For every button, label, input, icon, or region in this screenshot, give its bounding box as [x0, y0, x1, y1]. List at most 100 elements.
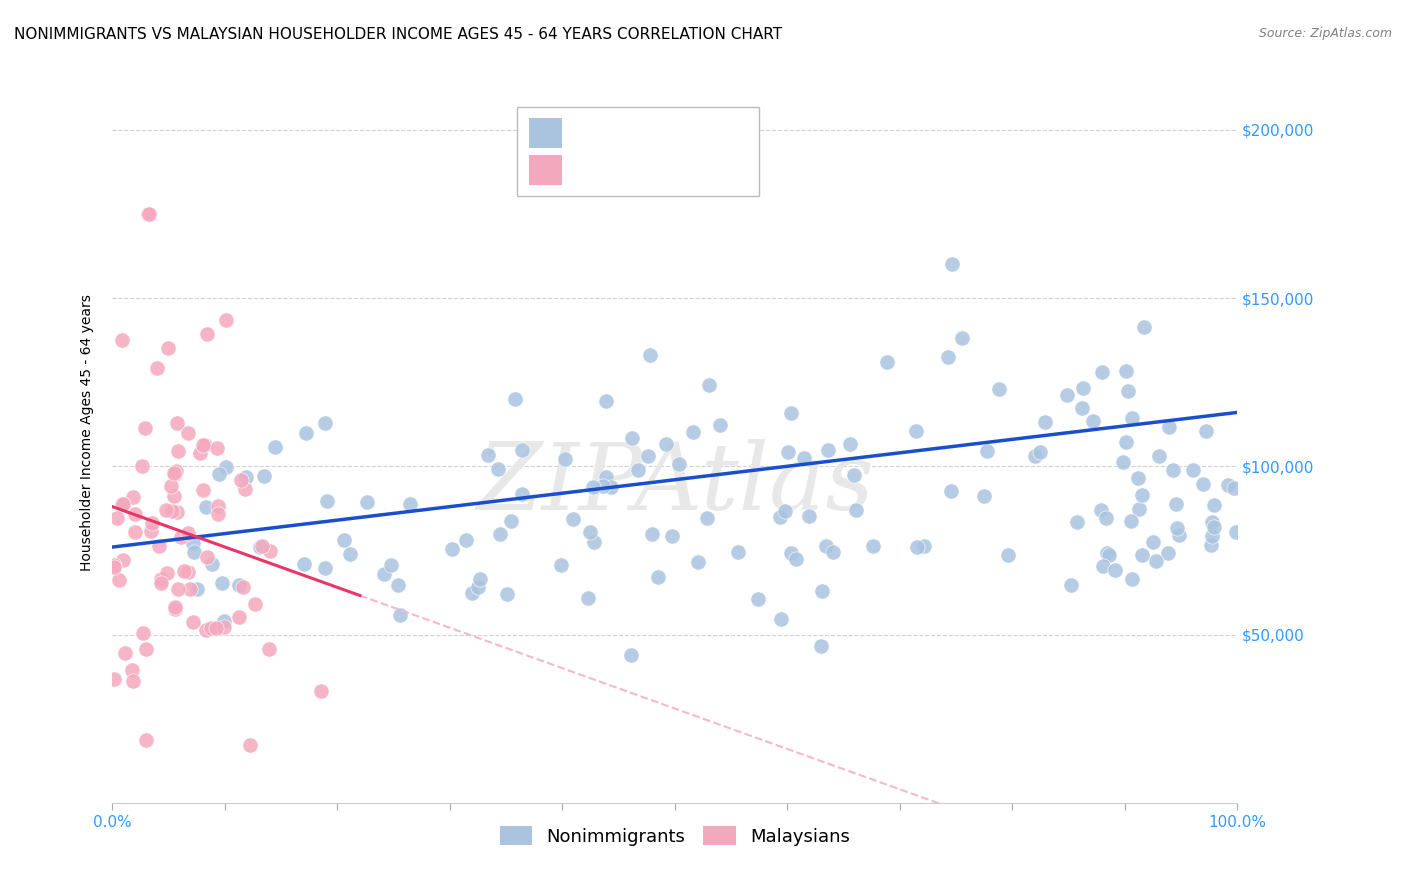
Point [988, 382, 1011, 396]
Text: R =: R = [574, 161, 613, 178]
Point [173, 564, 195, 578]
Point [135, 642, 157, 657]
Point [229, 473, 252, 487]
Point [477, 448, 499, 462]
Point [499, 515, 522, 529]
Point [150, 575, 173, 590]
Point [817, 443, 839, 458]
Point [165, 464, 187, 478]
Point [950, 330, 973, 344]
Point [769, 611, 792, 625]
Point [785, 552, 807, 566]
Point [193, 438, 215, 452]
Point [939, 483, 962, 498]
Point [1116, 384, 1139, 398]
Text: 0.453: 0.453 [616, 122, 673, 140]
Legend: Nonimmigrants, Malaysians: Nonimmigrants, Malaysians [492, 819, 858, 853]
Point [468, 572, 491, 586]
Point [1024, 449, 1046, 463]
Point [356, 495, 378, 509]
Point [1028, 445, 1050, 459]
Point [1132, 488, 1154, 502]
Point [600, 480, 623, 494]
Point [773, 504, 796, 518]
Point [1066, 516, 1088, 530]
Point [1097, 549, 1119, 563]
Point [486, 461, 509, 475]
Point [467, 580, 489, 594]
Point [1222, 481, 1244, 495]
Point [135, 733, 157, 747]
Point [682, 425, 704, 439]
Point [1092, 559, 1115, 574]
Point [1119, 514, 1142, 528]
Point [121, 491, 143, 505]
Point [141, 516, 163, 530]
Point [179, 582, 201, 596]
Point [862, 540, 884, 554]
Point [576, 591, 599, 605]
Point [111, 497, 134, 511]
Point [387, 577, 409, 591]
Point [1166, 497, 1188, 511]
Point [1112, 455, 1135, 469]
Point [595, 470, 617, 484]
Point [232, 581, 254, 595]
Point [1115, 364, 1137, 378]
Point [1059, 577, 1081, 591]
Text: 146: 146 [720, 122, 758, 140]
Point [166, 505, 188, 519]
Point [661, 529, 683, 543]
Point [627, 463, 650, 477]
Point [1056, 387, 1078, 401]
Point [314, 416, 336, 430]
Point [621, 430, 644, 444]
Point [1201, 516, 1223, 530]
Point [139, 524, 162, 538]
Point [163, 467, 186, 482]
Point [1202, 520, 1225, 534]
Point [454, 533, 477, 547]
Point [844, 468, 866, 483]
Point [169, 530, 191, 544]
Y-axis label: Householder Income Ages 45 - 64 years: Householder Income Ages 45 - 64 years [80, 294, 94, 571]
Point [333, 533, 356, 547]
Point [183, 536, 205, 550]
Point [191, 483, 214, 497]
Point [810, 640, 832, 654]
Point [176, 426, 198, 441]
Point [838, 437, 860, 451]
Point [181, 615, 204, 629]
Point [388, 608, 411, 623]
Point [780, 546, 803, 560]
Point [1128, 470, 1150, 484]
Point [155, 502, 177, 516]
Point [1182, 462, 1205, 476]
Point [138, 207, 160, 221]
Point [195, 623, 218, 637]
Point [132, 626, 155, 640]
Point [793, 450, 815, 465]
Point [876, 354, 898, 368]
Point [212, 620, 235, 634]
Point [799, 508, 821, 523]
Point [316, 494, 339, 508]
Point [727, 544, 749, 558]
Point [292, 558, 315, 572]
Point [595, 394, 617, 409]
Point [1195, 424, 1218, 438]
Point [194, 438, 217, 452]
Point [201, 558, 224, 572]
Point [114, 646, 136, 660]
Point [496, 587, 519, 601]
Point [108, 574, 131, 588]
Point [111, 333, 134, 347]
Point [1090, 503, 1112, 517]
Point [195, 326, 218, 341]
Point [245, 597, 267, 611]
Point [295, 426, 318, 441]
Point [177, 526, 200, 541]
Point [163, 599, 186, 614]
FancyBboxPatch shape [517, 107, 759, 195]
Text: Source: ZipAtlas.com: Source: ZipAtlas.com [1258, 27, 1392, 40]
